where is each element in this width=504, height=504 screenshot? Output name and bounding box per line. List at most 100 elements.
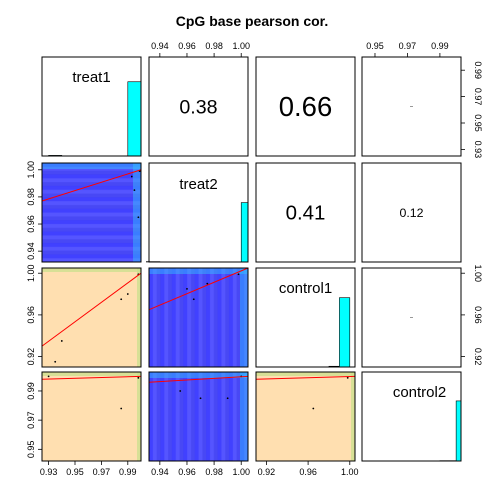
density-band [206, 268, 211, 367]
density-high-strip [42, 268, 141, 272]
density-band [42, 254, 141, 259]
density-band [240, 372, 245, 461]
density-band [42, 197, 141, 202]
density-band [42, 204, 141, 210]
tick-label: 1.00 [341, 467, 359, 477]
data-point [47, 375, 50, 378]
density-background [42, 268, 141, 367]
density-high-strip [256, 372, 355, 376]
histogram-treat2: treat2 [145, 176, 249, 263]
data-point [346, 376, 349, 379]
correlation-label: 0.66 [279, 91, 332, 122]
density-band [149, 268, 154, 367]
fit-line [41, 169, 142, 202]
density-band [42, 227, 141, 233]
density-high-strip [133, 163, 141, 262]
density-band [217, 268, 222, 367]
tick-label: 0.95 [473, 114, 483, 132]
density-band [198, 268, 203, 367]
histogram-bar [455, 400, 462, 462]
density-band [209, 268, 215, 367]
density-band [175, 268, 180, 367]
tick-label: 1.00 [232, 467, 250, 477]
variable-name-treat2: treat2 [179, 176, 217, 193]
density-high-strip [351, 372, 355, 461]
histogram-treat1: treat1 [48, 69, 142, 157]
density-band [206, 372, 211, 461]
density-band [171, 268, 177, 367]
panel-border [255, 56, 356, 157]
scatter-panel-3-2 [255, 372, 356, 461]
density-band [232, 372, 238, 461]
density-band [240, 268, 245, 367]
tick-label: 0.96 [473, 306, 483, 324]
density-band [42, 246, 141, 252]
panel-border [361, 267, 462, 368]
tick-label: 0.97 [399, 41, 417, 51]
density-band [42, 216, 141, 221]
data-point [186, 287, 188, 290]
tick-label: 0.98 [26, 188, 36, 206]
density-band [42, 239, 141, 244]
data-point [120, 407, 123, 410]
tick-label: 0.93 [40, 467, 58, 477]
density-band [152, 372, 158, 461]
density-band [42, 189, 141, 194]
density-band [152, 268, 158, 367]
panel-border [255, 162, 356, 263]
panel-border [41, 267, 142, 368]
variable-name-treat1: treat1 [72, 69, 110, 86]
tick-label: 0.99 [473, 61, 483, 79]
chart-title: CpG base pearson cor. [176, 13, 329, 29]
data-point [137, 376, 140, 379]
density-band [42, 250, 141, 255]
histogram-bar [127, 81, 142, 157]
density-band [217, 372, 222, 461]
fit-line [148, 267, 249, 311]
density-band [225, 372, 230, 461]
scatter-panel-3-1 [148, 372, 249, 461]
fit-line [255, 375, 356, 380]
tick-label: 0.95 [66, 467, 84, 477]
density-band [190, 372, 196, 461]
tick-label: 0.96 [178, 467, 196, 477]
tick-label: 1.00 [26, 161, 36, 179]
tick-label: 0.97 [473, 88, 483, 106]
panel-border [361, 371, 462, 462]
density-band [179, 268, 184, 367]
density-band [42, 185, 141, 191]
density-background [256, 372, 355, 461]
tick-label: 0.94 [26, 242, 36, 260]
density-band [42, 223, 141, 229]
density-band [164, 268, 169, 367]
density-band [202, 268, 207, 367]
correlation-label: 0.38 [179, 96, 217, 118]
density-band [179, 372, 184, 461]
density-band [244, 268, 249, 367]
panel-border [41, 371, 142, 462]
data-point [60, 340, 63, 342]
histogram-control2: control2 [393, 384, 462, 462]
tick-label: 0.97 [26, 411, 36, 429]
tick-label: 0.96 [299, 467, 317, 477]
data-point [130, 175, 133, 178]
panel-border [148, 162, 249, 263]
panel-border [361, 56, 462, 157]
density-high-strip [149, 372, 248, 378]
density-band [171, 372, 177, 461]
tick-label: 0.98 [205, 467, 223, 477]
density-band [194, 372, 199, 461]
tick-label: 0.92 [473, 348, 483, 366]
density-band [232, 268, 238, 367]
density-band [198, 372, 203, 461]
tick-label: 0.98 [205, 41, 223, 51]
tick-label: 0.96 [26, 306, 36, 324]
data-point [192, 298, 195, 301]
density-high-strip [240, 372, 248, 461]
density-band [42, 170, 141, 175]
density-band [187, 372, 192, 461]
density-band [42, 220, 141, 225]
data-point [206, 282, 209, 285]
scatter-panel-2-0 [41, 268, 142, 367]
density-band [160, 372, 165, 461]
